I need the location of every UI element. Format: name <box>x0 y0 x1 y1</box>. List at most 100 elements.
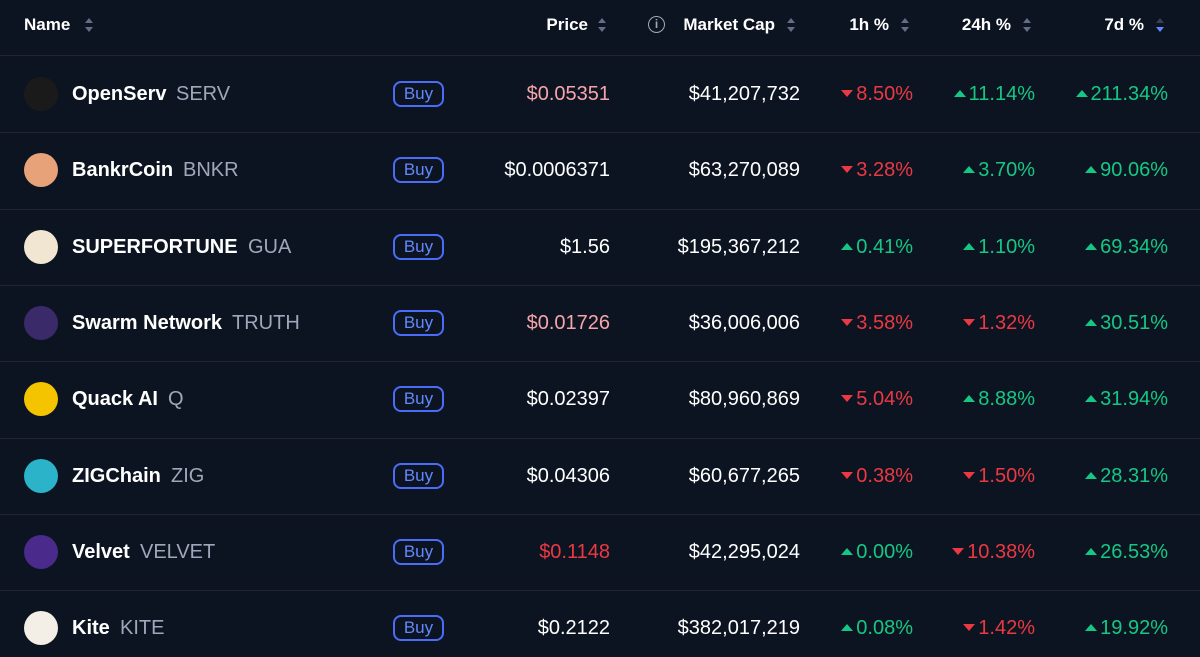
buy-button[interactable]: Buy <box>393 233 444 260</box>
buy-button[interactable]: Buy <box>393 157 444 184</box>
coin-name[interactable]: Swarm Network <box>72 311 223 334</box>
coin-name[interactable]: Velvet <box>72 540 130 563</box>
buy-button[interactable]: Buy <box>393 81 444 107</box>
trend-arrow <box>1085 318 1098 326</box>
trend-arrow <box>841 547 854 555</box>
trend-arrow <box>841 318 854 326</box>
sort-icon[interactable] <box>1023 18 1031 32</box>
buy-button[interactable]: Buy <box>393 386 444 413</box>
sort-icon[interactable] <box>598 18 606 32</box>
trend-arrow <box>963 242 976 250</box>
sort-icon[interactable] <box>1156 18 1164 32</box>
change-24h: 1.50% <box>963 464 1035 488</box>
coin-name[interactable]: SUPERFORTUNE <box>72 235 238 258</box>
change-1h: 8.50% <box>841 82 913 106</box>
price: $0.1148 <box>539 540 610 563</box>
trend-arrow <box>841 471 854 479</box>
market-cap: $195,367,212 <box>677 235 800 258</box>
divider <box>0 209 1200 210</box>
coin-symbol: KITE <box>120 617 165 640</box>
header-market-cap[interactable]: Market Cap <box>683 15 775 34</box>
change-24h: 8.88% <box>963 387 1035 411</box>
trend-arrow <box>841 166 854 174</box>
trend-arrow <box>963 166 976 174</box>
change-value: 28.31% <box>1100 464 1168 487</box>
change-1h: 0.41% <box>841 235 913 259</box>
change-value: 5.04% <box>856 388 913 411</box>
change-1h: 3.58% <box>841 311 913 335</box>
sort-icon[interactable] <box>85 18 93 32</box>
change-value: 8.50% <box>856 83 913 105</box>
change-value: 8.88% <box>978 388 1035 411</box>
change-24h: 1.10% <box>963 235 1035 259</box>
price: $0.01726 <box>526 311 610 334</box>
buy-button[interactable]: Buy <box>393 462 444 489</box>
sort-icon[interactable] <box>901 18 909 32</box>
price: $1.56 <box>559 235 610 258</box>
header-price[interactable]: Price <box>546 15 588 34</box>
change-value: 69.34% <box>1100 235 1168 258</box>
header-24h[interactable]: 24h % <box>961 15 1011 34</box>
coin-symbol: Q <box>168 388 184 411</box>
market-cap: $36,006,006 <box>688 311 800 334</box>
change-value: 31.94% <box>1100 388 1168 411</box>
trend-arrow <box>953 90 966 97</box>
header-name[interactable]: Name <box>24 15 71 34</box>
buy-button[interactable]: Buy <box>393 309 444 336</box>
trend-arrow <box>1085 471 1098 479</box>
price: $0.04306 <box>526 464 610 487</box>
change-value: 3.28% <box>856 159 913 182</box>
change-value: 30.51% <box>1100 311 1168 334</box>
coin-name[interactable]: ZIGChain <box>72 464 161 487</box>
trend-arrow <box>841 624 854 632</box>
change-value: 0.08% <box>856 617 913 640</box>
change-1h: 5.04% <box>841 387 913 411</box>
coin-icon <box>24 458 58 493</box>
coin-symbol: ZIG <box>171 464 205 487</box>
coin-icon <box>24 382 58 417</box>
change-7d: 28.31% <box>1085 464 1168 488</box>
change-1h: 0.38% <box>841 464 913 488</box>
change-7d: 26.53% <box>1085 540 1168 564</box>
market-cap: $80,960,869 <box>688 388 800 411</box>
trend-arrow <box>1085 242 1098 250</box>
info-icon[interactable]: i <box>648 16 665 33</box>
divider <box>0 132 1200 133</box>
trend-arrow <box>1075 90 1088 97</box>
header-1h[interactable]: 1h % <box>849 15 889 34</box>
market-cap: $382,017,219 <box>677 617 800 640</box>
change-24h: 1.32% <box>963 311 1035 335</box>
coin-symbol: GUA <box>248 235 292 258</box>
market-cap: $42,295,024 <box>688 540 800 563</box>
change-value: 3.58% <box>856 311 913 334</box>
coin-name[interactable]: Quack AI <box>72 388 158 411</box>
trend-arrow <box>1085 624 1098 632</box>
change-value: 19.92% <box>1100 617 1168 640</box>
coin-icon <box>24 611 58 646</box>
trend-arrow <box>1085 547 1098 555</box>
change-24h: 11.14% <box>953 82 1035 106</box>
coin-name[interactable]: Kite <box>72 617 110 640</box>
header-7d[interactable]: 7d % <box>1104 15 1144 34</box>
change-1h: 0.08% <box>841 616 913 640</box>
coin-name[interactable]: BankrCoin <box>72 159 174 182</box>
sort-icon[interactable] <box>787 18 795 32</box>
buy-button[interactable]: Buy <box>393 538 444 565</box>
change-value: 26.53% <box>1100 540 1168 563</box>
change-value: 10.38% <box>967 540 1035 563</box>
coin-symbol: VELVET <box>140 540 216 563</box>
coin-icon <box>24 229 58 264</box>
divider <box>0 514 1200 515</box>
trend-arrow <box>963 624 976 632</box>
change-value: 1.42% <box>978 617 1035 640</box>
coin-name[interactable]: OpenServ <box>72 83 167 105</box>
trend-arrow <box>841 90 854 97</box>
price: $0.02397 <box>526 388 610 411</box>
divider <box>0 55 1200 56</box>
buy-button[interactable]: Buy <box>393 615 444 642</box>
coin-icon <box>24 534 58 569</box>
change-7d: 31.94% <box>1085 387 1168 411</box>
trend-arrow <box>841 242 854 250</box>
change-7d: 30.51% <box>1085 311 1168 335</box>
price: $0.2122 <box>537 617 610 640</box>
